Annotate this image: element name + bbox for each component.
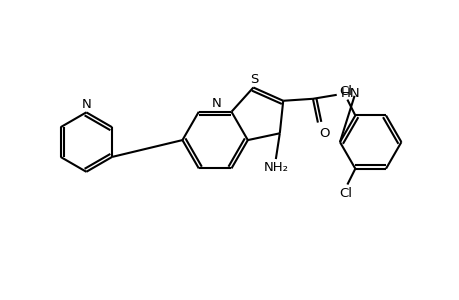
Text: Cl: Cl	[338, 187, 351, 200]
Text: O: O	[318, 127, 329, 140]
Text: Cl: Cl	[338, 85, 351, 98]
Text: S: S	[250, 73, 258, 85]
Text: NH₂: NH₂	[263, 161, 288, 174]
Text: N: N	[81, 98, 91, 111]
Text: HN: HN	[340, 87, 359, 100]
Text: N: N	[211, 97, 220, 110]
